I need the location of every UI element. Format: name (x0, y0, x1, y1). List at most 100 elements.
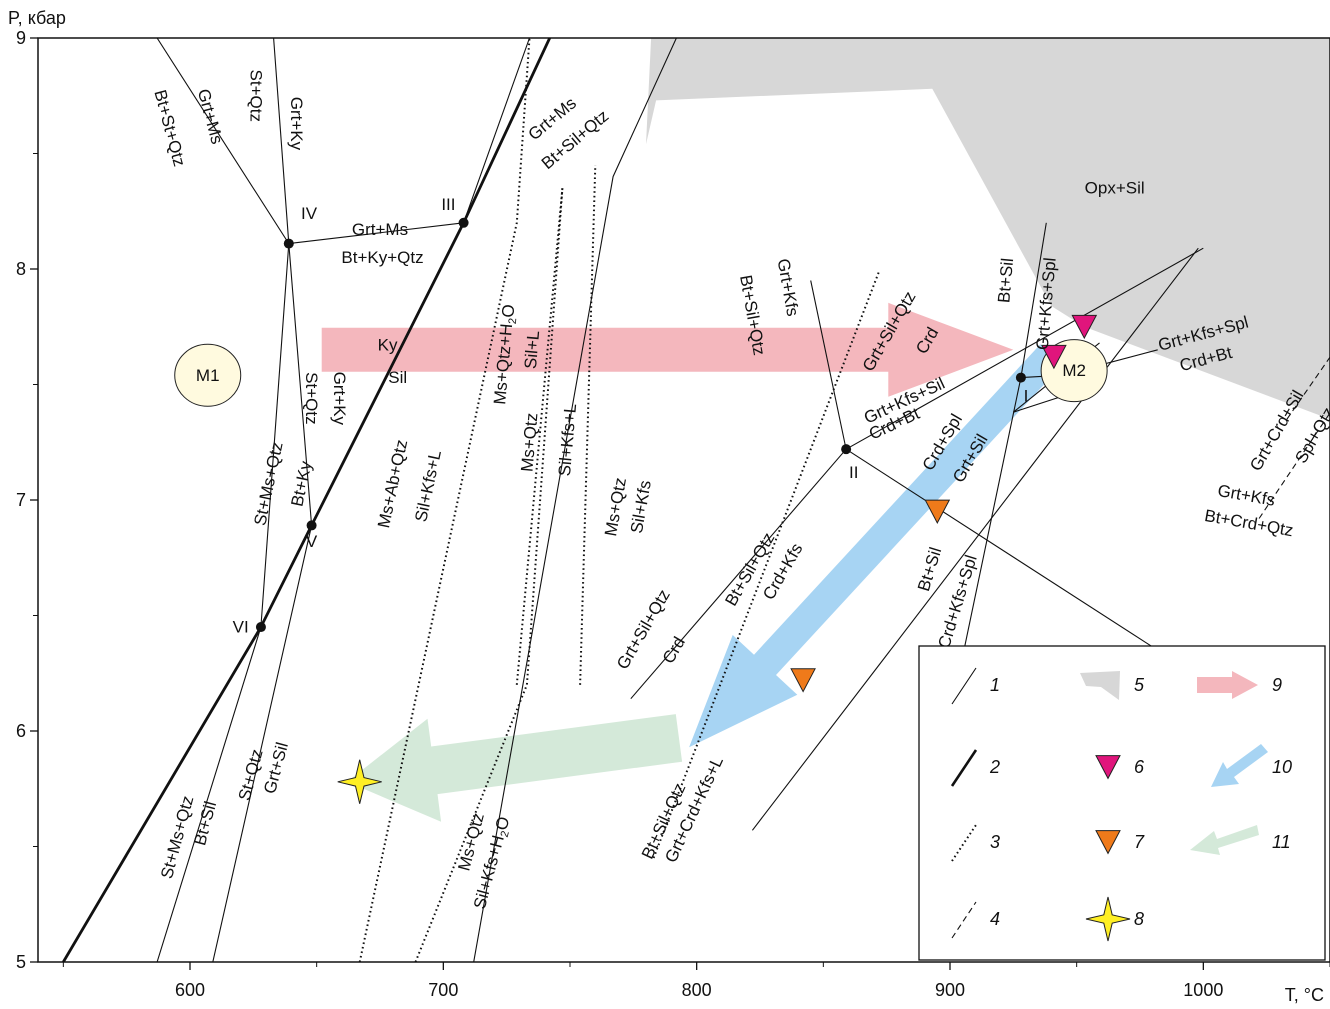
x-axis-title: T, °C (1285, 985, 1324, 1005)
pt-path-arrows (321, 302, 1063, 822)
magenta-triangle-marker (1071, 314, 1098, 340)
reaction-label: VI (233, 618, 249, 637)
magenta-triangle-marker (1041, 344, 1067, 370)
legend-thin-line (951, 667, 977, 705)
reaction-line (1020, 222, 1047, 378)
reaction-line (845, 448, 1176, 663)
legend-number: 2 (989, 757, 1000, 777)
dashed-line (1286, 356, 1330, 420)
reaction-line (751, 247, 1199, 831)
reaction-label: Grt+Ms (194, 87, 227, 146)
legend-pink-arrow (1197, 671, 1258, 699)
legend-box (918, 645, 1326, 961)
path-arrow-prograde (321, 302, 1014, 397)
legend-blue-arrow (1211, 744, 1268, 787)
reaction-label: I (1024, 387, 1029, 406)
melting-line (652, 270, 881, 859)
reaction-label: Sil+Kfs+L (555, 403, 580, 477)
reaction-label: Bt+Crd+Qtz (1203, 506, 1295, 540)
legend-dashed-line (951, 901, 977, 939)
y-tick-label: 8 (16, 259, 26, 279)
reaction-label: II (849, 463, 858, 482)
reaction-label: Bt+Ky+Qtz (341, 248, 423, 267)
reaction-label: St+Qtz (246, 70, 265, 122)
opx-sil-field (646, 38, 1330, 420)
invariant-point-VI (255, 622, 266, 633)
legend-thick-line (950, 749, 978, 787)
reaction-label: Opx+Sil (1085, 179, 1145, 198)
legend-number: 3 (990, 832, 1000, 852)
path-arrow-retrograde-2 (347, 714, 683, 822)
reaction-label: Ms+Ab+Qtz (374, 438, 411, 530)
legend-number: 4 (990, 909, 1000, 929)
path-arrow-retrograde-1 (689, 344, 1063, 748)
reaction-label: St+Qtz (302, 372, 321, 424)
reaction-label: M2 (1062, 361, 1086, 380)
sample-markers (337, 314, 1098, 804)
legend-number: 9 (1272, 675, 1282, 695)
invariant-point-I (1015, 372, 1026, 383)
legend-number: 7 (1134, 832, 1145, 852)
y-tick-label: 9 (16, 28, 26, 48)
legend-magenta-triangle (1095, 755, 1121, 780)
x-tick-label: 1000 (1183, 980, 1223, 1000)
invariant-points (255, 217, 1026, 633)
x-tick-label: 800 (682, 980, 712, 1000)
y-tick-label: 6 (16, 721, 26, 741)
legend-number: 5 (1134, 675, 1145, 695)
reaction-line (630, 448, 847, 700)
reaction-label: Sil (388, 368, 407, 387)
reaction-label: Sil+L (521, 330, 543, 370)
reaction-label: Grt+Sil (260, 740, 292, 796)
ellipse-M1 (174, 343, 242, 407)
orange-triangle-marker (924, 499, 951, 524)
reaction-line (288, 222, 464, 245)
melting-line (579, 165, 597, 685)
legend-yellow-star (1085, 896, 1131, 942)
legend-number: 11 (1272, 832, 1291, 852)
invariant-point-IV (283, 238, 294, 249)
reaction-label: IV (301, 204, 318, 223)
legend-number: 10 (1272, 757, 1292, 777)
dashed-line (1258, 411, 1330, 519)
melting-line (515, 188, 564, 685)
reaction-label: Grt+Ms (352, 220, 408, 239)
reaction-label: Sil+Kfs (627, 479, 655, 535)
melting-line (414, 188, 564, 962)
yellow-star-marker (337, 759, 382, 804)
x-tick-label: 700 (428, 980, 458, 1000)
x-tick-label: 600 (175, 980, 205, 1000)
reaction-label: Grt+Ky (287, 97, 306, 151)
legend-orange-triangle (1095, 830, 1121, 855)
reaction-label: M1 (196, 366, 220, 385)
reaction-label: III (441, 195, 455, 214)
orange-triangle-marker (790, 668, 816, 693)
legend-number: 1 (990, 675, 1000, 695)
reaction-label: Bt+St+Qtz (150, 88, 189, 169)
reaction-label: Bt+Ky (287, 459, 315, 508)
legend-gray-region (1080, 671, 1120, 700)
reaction-label: Sil+Kfs+L (411, 449, 445, 524)
invariant-point-V (306, 520, 317, 531)
y-axis-title: P, кбар (8, 8, 66, 28)
reaction-label: St+Qtz (235, 747, 267, 803)
reaction-label: V (306, 532, 318, 551)
reaction-label: St+Ms+Qtz (250, 440, 286, 527)
reaction-label: Ky (378, 336, 398, 355)
reaction-label: Grt+Ky (330, 372, 349, 426)
reaction-label: Bt+Sil (914, 545, 945, 593)
reaction-label: Grt+Kfs (1216, 481, 1277, 510)
legend-number: 6 (1134, 757, 1145, 777)
legend-green-arrow (1190, 825, 1259, 855)
shaded-field (646, 38, 1330, 420)
x-tick-label: 900 (935, 980, 965, 1000)
legend: 1 2 3 4 5 6 7 8 9 10 11 (918, 645, 1326, 961)
reaction-label: Ms+Qtz (601, 476, 630, 537)
invariant-point-II (841, 444, 852, 455)
y-tick-label: 7 (16, 490, 26, 510)
reaction-label: Grt+Kfs (774, 257, 803, 318)
melting-line (358, 38, 531, 962)
legend-number: 8 (1134, 909, 1144, 929)
y-tick-label: 5 (16, 952, 26, 972)
